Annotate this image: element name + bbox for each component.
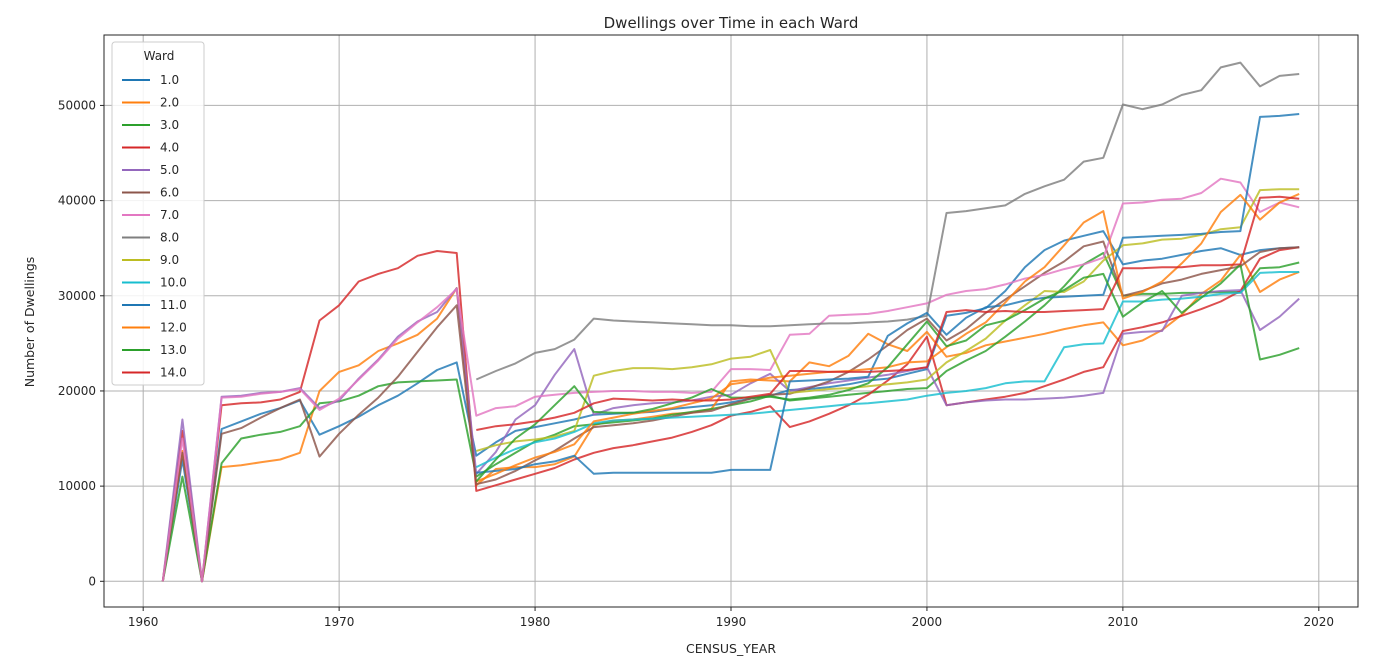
x-tick-label: 1960 [128, 615, 159, 629]
y-axis-ticks: 0 10000 20000 30000 40000 50000 [58, 98, 104, 588]
legend-label: 11.0 [160, 298, 187, 312]
y-tick-label: 40000 [58, 194, 96, 208]
chart-title: Dwellings over Time in each Ward [604, 14, 859, 32]
legend-label: 3.0 [160, 118, 179, 132]
series-line-ward-6 [161, 240, 1300, 583]
legend-label: 8.0 [160, 231, 179, 245]
y-axis-label: Number of Dwellings [22, 257, 37, 388]
legend-label: 5.0 [160, 163, 179, 177]
series-line-ward-9 [476, 188, 1300, 452]
y-tick-label: 30000 [58, 289, 96, 303]
x-tick-label: 2000 [912, 615, 943, 629]
series-line-ward-14 [476, 195, 1300, 431]
y-tick-label: 10000 [58, 479, 96, 493]
legend-label: 12.0 [160, 321, 187, 335]
grid-lines [104, 35, 1358, 607]
series-line-ward-13 [475, 263, 1300, 483]
series-line-ward-8 [475, 61, 1300, 381]
legend-title: Ward [144, 49, 175, 63]
legend-label: 6.0 [160, 186, 179, 200]
x-axis-ticks: 1960 1970 1980 1990 2000 2010 2020 [128, 607, 1334, 629]
x-tick-label: 1980 [520, 615, 551, 629]
y-tick-label: 20000 [58, 384, 96, 398]
y-tick-label: 0 [88, 574, 96, 588]
legend-label: 4.0 [160, 141, 179, 155]
legend-label: 1.0 [160, 73, 179, 87]
x-tick-label: 2020 [1304, 615, 1335, 629]
legend-label: 13.0 [160, 343, 187, 357]
legend-items: 1.0 2.0 3.0 4.0 5.0 6.0 7.0 8.0 9.0 10.0 11.0 12.0 1… [122, 73, 187, 380]
legend-label: 14.0 [160, 366, 187, 380]
x-tick-label: 1990 [716, 615, 747, 629]
legend-frame [111, 41, 205, 386]
series-line-ward-10 [475, 271, 1300, 468]
series-line-ward-11 [476, 113, 1300, 475]
x-axis-label: CENSUS_YEAR [686, 641, 776, 656]
series-lines [161, 61, 1300, 583]
legend-label: 10.0 [160, 276, 187, 290]
legend: Ward 1.0 2.0 3.0 4.0 5.0 6.0 7.0 8.0 9.0 10.0 11.0… [111, 41, 205, 386]
legend-label: 9.0 [160, 253, 179, 267]
legend-label: 7.0 [160, 208, 179, 222]
y-tick-label: 50000 [58, 98, 96, 112]
x-tick-label: 1970 [324, 615, 355, 629]
legend-label: 2.0 [160, 96, 179, 110]
x-tick-label: 2010 [1108, 615, 1139, 629]
